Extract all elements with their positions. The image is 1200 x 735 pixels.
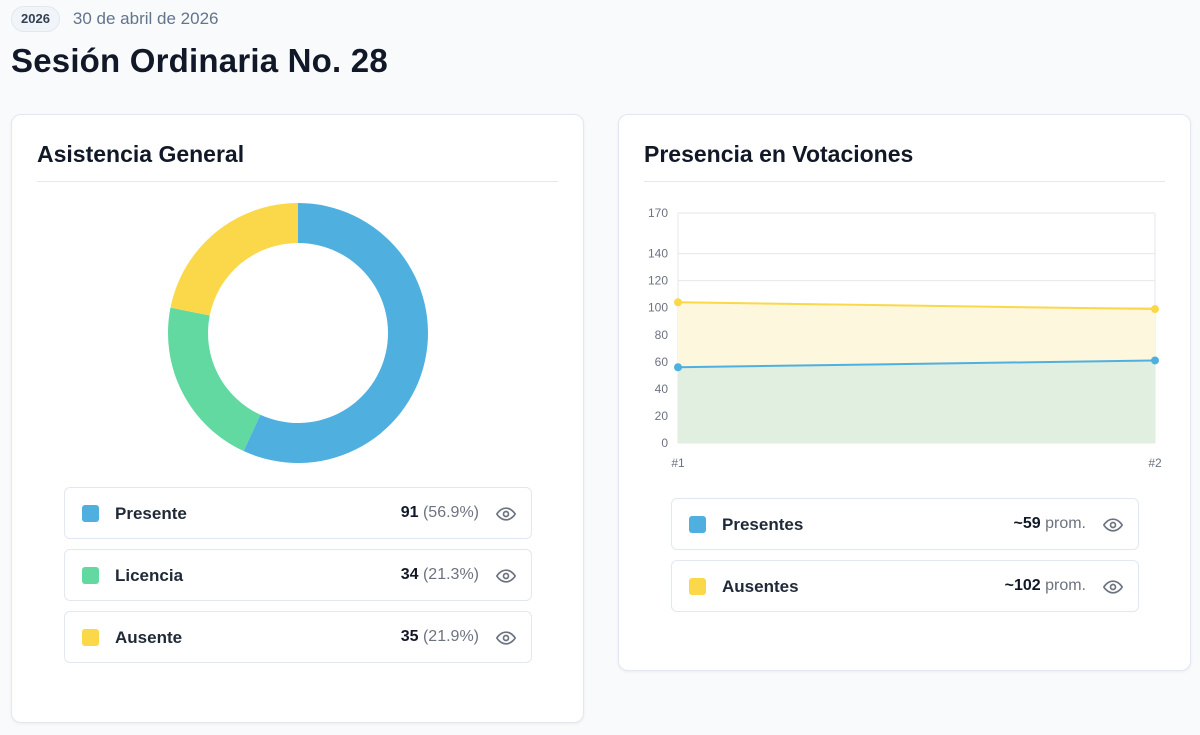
donut-slice-licencia[interactable] (168, 307, 261, 452)
year-badge: 2026 (11, 6, 60, 32)
data-point-presentes[interactable] (674, 363, 682, 372)
swatch-ausentes (689, 578, 706, 595)
legend-item-licencia[interactable]: Licencia 34 (21.3%) (64, 549, 532, 601)
swatch-ausente (82, 629, 99, 646)
series-line-presentes (677, 359, 1156, 369)
page-header: 2026 30 de abril de 2026 Sesión Ordinari… (11, 6, 388, 80)
legend-label: Licencia (115, 566, 184, 585)
data-point-presentes[interactable] (1151, 356, 1159, 365)
eye-icon[interactable] (496, 504, 516, 524)
y-tick-label: 120 (648, 274, 668, 288)
votes-chart: 0 20 40 60 80 100 120 140 170 #1 #2 (639, 203, 1169, 473)
donut-slice-presente[interactable] (243, 203, 429, 463)
swatch-licencia (82, 567, 99, 584)
y-tick-label: 40 (655, 382, 669, 396)
swatch-presente (82, 505, 99, 522)
votes-title: Presencia en Votaciones (644, 141, 914, 167)
data-point-ausentes[interactable] (674, 298, 682, 307)
x-tick-label: #1 (671, 456, 685, 470)
eye-icon[interactable] (1103, 515, 1123, 535)
eye-icon[interactable] (1103, 577, 1123, 597)
card-divider (37, 181, 558, 182)
area-presentes (678, 360, 1155, 443)
legend-label: Ausentes (722, 577, 799, 596)
y-tick-label: 170 (648, 206, 668, 220)
donut-slice-ausente[interactable] (170, 203, 298, 316)
eye-icon[interactable] (496, 628, 516, 648)
votes-legend: Presentes ~59 prom. Ausentes ~102 prom. (671, 498, 1139, 622)
legend-label: Presentes (722, 515, 804, 534)
y-tick-label: 140 (648, 247, 668, 261)
eye-icon[interactable] (496, 566, 516, 586)
swatch-presentes (689, 516, 706, 533)
attendance-donut (166, 201, 430, 465)
legend-value: 35 (21.9%) (400, 628, 479, 645)
legend-value: 34 (21.3%) (400, 566, 479, 583)
attendance-legend: Presente 91 (56.9%) Licencia 34 (21.3%) … (64, 487, 532, 673)
attendance-card: Asistencia General Presente 91 (56.9%) L… (11, 114, 584, 723)
legend-label: Presente (115, 504, 187, 523)
session-date: 30 de abril de 2026 (72, 9, 219, 28)
votes-card: Presencia en Votaciones 0 20 40 60 80 100 120 1… (618, 114, 1191, 671)
legend-value: 91 (56.9%) (400, 504, 479, 521)
x-tick-label: #2 (1148, 456, 1162, 470)
legend-item-ausente[interactable]: Ausente 35 (21.9%) (64, 611, 532, 663)
y-tick-label: 80 (655, 328, 669, 342)
y-tick-label: 60 (655, 355, 669, 369)
legend-item-presente[interactable]: Presente 91 (56.9%) (64, 487, 532, 539)
meta-row: 2026 30 de abril de 2026 (11, 6, 388, 32)
legend-label: Ausente (115, 628, 183, 647)
legend-value: ~59 prom. (1013, 515, 1087, 532)
legend-item-presentes[interactable]: Presentes ~59 prom. (671, 498, 1139, 550)
series-line-ausentes (677, 301, 1156, 311)
card-divider (644, 181, 1165, 182)
y-tick-label: 100 (648, 301, 668, 315)
legend-item-ausentes[interactable]: Ausentes ~102 prom. (671, 560, 1139, 612)
attendance-title: Asistencia General (37, 141, 245, 167)
page-title: Sesión Ordinaria No. 28 (11, 42, 388, 79)
y-tick-label: 0 (661, 436, 668, 450)
y-tick-label: 20 (655, 409, 669, 423)
data-point-ausentes[interactable] (1151, 305, 1159, 314)
legend-value: ~102 prom. (1004, 577, 1086, 594)
